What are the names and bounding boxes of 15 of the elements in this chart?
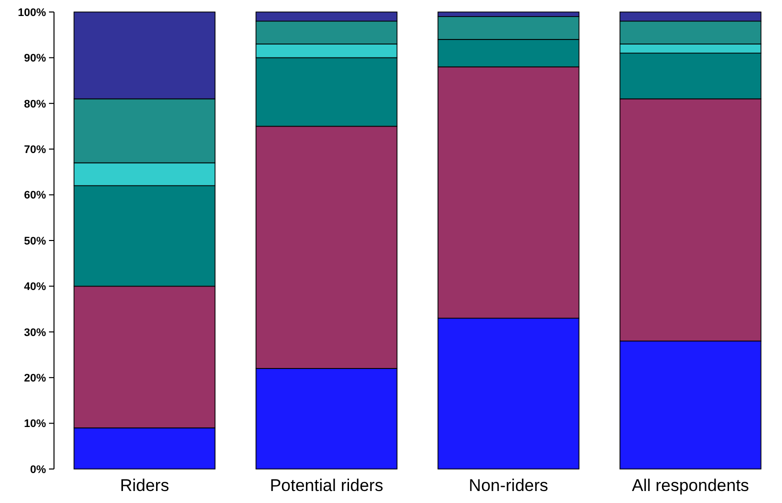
x-tick-label: Potential riders [270,476,384,495]
y-tick-label: 60% [24,190,46,202]
y-tick-label: 10% [24,418,46,430]
y-tick-label: 30% [24,326,46,339]
y-tick-label: 80% [24,98,46,110]
x-tick-label: Non-riders [468,476,548,495]
x-tick-label: Riders [120,476,170,495]
y-tick-label: 50% [24,235,46,248]
y-tick-label: 20% [24,372,46,384]
y-tick-label: 90% [24,52,46,65]
y-tick-label: 70% [24,144,46,156]
y-tick-label: 100% [18,6,46,19]
y-tick-label: 40% [24,281,46,294]
x-tick-label: All respondents [632,476,750,495]
y-tick-label: 0% [30,464,46,476]
